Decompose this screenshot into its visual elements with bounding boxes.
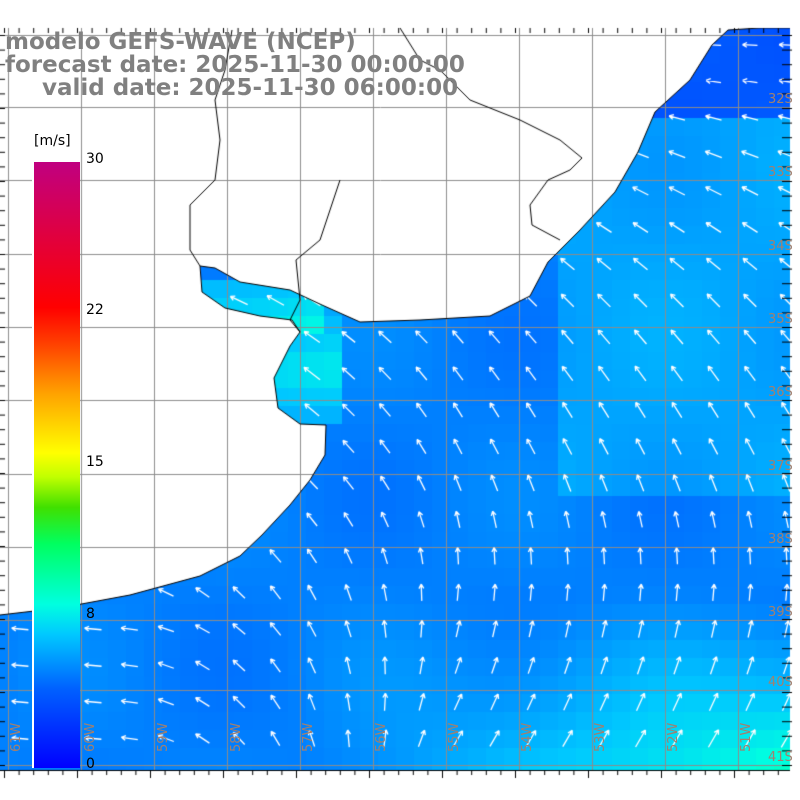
colorbar-label: 0: [86, 756, 95, 772]
lat-label: 34S: [768, 239, 793, 254]
lat-label: 33S: [768, 165, 793, 180]
lat-label: 39S: [768, 605, 793, 620]
lat-label: 38S: [768, 532, 793, 547]
lon-label: 59W: [156, 722, 171, 752]
lon-label: 54W: [520, 722, 535, 752]
lon-label: 58W: [229, 722, 244, 752]
lon-label: 56W: [374, 722, 389, 752]
colorbar-label: 8: [86, 606, 95, 622]
lon-label: 55W: [447, 722, 462, 752]
lon-label: 60W: [83, 722, 98, 752]
lat-label: 32S: [768, 92, 793, 107]
colorbar-unit: [m/s]: [34, 133, 71, 149]
colorbar-label: 22: [86, 302, 104, 318]
lon-label: 53W: [593, 722, 608, 752]
lat-label: 36S: [768, 385, 793, 400]
lon-label: 51W: [739, 722, 754, 752]
forecast-date: forecast date: 2025-11-30 00:00:00: [5, 52, 465, 78]
valid-date: valid date: 2025-11-30 06:00:00: [42, 75, 459, 101]
lon-label: 61W: [9, 722, 24, 752]
lat-label: 41S: [768, 750, 793, 765]
lat-label: 37S: [768, 459, 793, 474]
model-title: modelo GEFS-WAVE (NCEP): [5, 29, 356, 55]
colorbar-label: 15: [86, 454, 104, 470]
lat-label: 35S: [768, 312, 793, 327]
colorbar-label: 30: [86, 151, 104, 167]
colorbar: [34, 162, 80, 768]
lat-label: 40S: [768, 675, 793, 690]
lon-label: 57W: [301, 722, 316, 752]
lon-label: 52W: [666, 722, 681, 752]
